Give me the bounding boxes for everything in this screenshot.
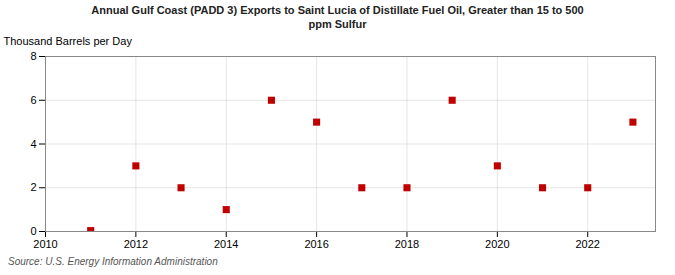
svg-text:2018: 2018 bbox=[395, 238, 419, 250]
svg-text:0: 0 bbox=[30, 225, 36, 237]
svg-text:Thousand Barrels per Day: Thousand Barrels per Day bbox=[4, 35, 133, 47]
svg-text:2014: 2014 bbox=[214, 238, 238, 250]
html-text:Source: U.S. Energy Informatio: Source: U.S. Energy Information Administ… bbox=[8, 255, 218, 267]
svg-text:2016: 2016 bbox=[304, 238, 328, 250]
svg-text:8: 8 bbox=[30, 50, 36, 62]
svg-text:2022: 2022 bbox=[575, 238, 599, 250]
html-text:Annual Gulf Coast (PADD 3) Exp: Annual Gulf Coast (PADD 3) Exports to Sa… bbox=[91, 4, 584, 30]
svg-text:2012: 2012 bbox=[124, 238, 148, 250]
svg-text:2010: 2010 bbox=[33, 238, 57, 250]
svg-text:2020: 2020 bbox=[485, 238, 509, 250]
svg-text:4: 4 bbox=[30, 137, 36, 149]
svg-text:6: 6 bbox=[30, 93, 36, 105]
svg-text:2: 2 bbox=[30, 181, 36, 193]
